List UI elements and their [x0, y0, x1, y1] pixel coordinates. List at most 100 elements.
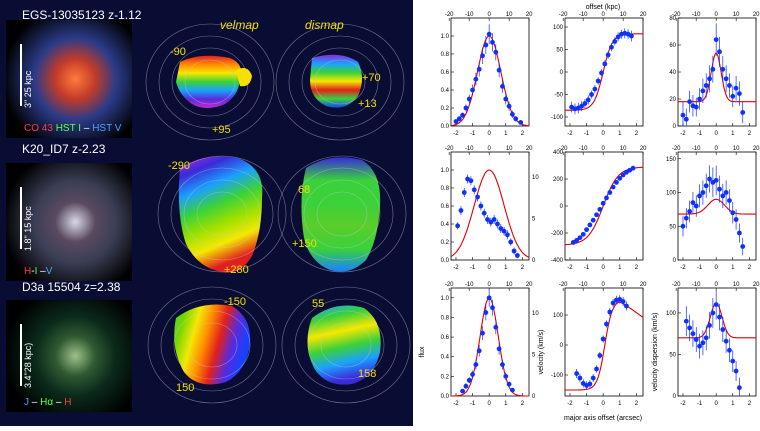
contour-line [196, 191, 248, 237]
data-point [589, 92, 594, 97]
data-point [607, 309, 613, 315]
data-point [490, 39, 495, 45]
x-tick-label: -1 [584, 401, 590, 407]
velocity-map-2 [178, 156, 263, 273]
x-tick-label: -1 [470, 401, 476, 407]
x-tick-label: -1 [584, 265, 590, 271]
data-point [703, 183, 709, 189]
x-tick-label: 2 [748, 131, 752, 137]
data-point [697, 96, 702, 102]
x-tick-label: -1 [697, 131, 703, 137]
data-point [693, 203, 699, 209]
velmap-header: velmap [220, 18, 259, 32]
data-point [710, 310, 716, 316]
kpc-tick-label: 10 [506, 12, 513, 18]
data-point [680, 223, 686, 229]
data-point [480, 330, 485, 336]
x-tick-label: -2 [680, 131, 686, 137]
velocity-value-label: -150 [224, 296, 247, 308]
kpc-tick-label: -20 [672, 146, 681, 152]
data-point [491, 217, 497, 222]
data-point [740, 110, 746, 115]
data-point [510, 387, 515, 393]
x-tick-label: -2 [680, 265, 686, 271]
data-point [717, 49, 722, 55]
contour-line [170, 167, 274, 261]
velocity-map-1 [176, 55, 242, 108]
y-tick-label: 400 [553, 150, 564, 156]
data-point [615, 34, 621, 40]
data-point [470, 372, 475, 377]
y-tick-label: -100 [551, 373, 564, 379]
image-panel: velmap dismap EGS-13035123 z-1.12 3" 25 kpc… [0, 0, 413, 426]
data-point [683, 215, 689, 221]
contour-line [316, 191, 368, 237]
data-point [733, 368, 739, 374]
x-tick-label: 2 [521, 401, 525, 407]
x-tick-label: -2 [453, 401, 459, 407]
data-point [693, 104, 699, 110]
data-point [483, 310, 489, 315]
data-point [463, 383, 469, 389]
data-point [717, 186, 722, 192]
data-point [720, 327, 726, 332]
kpc-tick-label: 0 [487, 146, 491, 152]
dispersion-map-1 [310, 54, 362, 108]
data-point [453, 119, 459, 124]
band-legend-item: V [45, 266, 53, 277]
y-tick-label: 80 [669, 16, 676, 22]
kpc-tick-label: -10 [465, 12, 474, 18]
data-point [574, 371, 580, 376]
x-tick-label: 2 [521, 131, 525, 137]
model-curve [565, 33, 643, 111]
data-point [720, 193, 726, 199]
data-point [508, 239, 514, 245]
band-legend-item: – [53, 397, 65, 408]
y-tick-label: 0.8 [441, 52, 450, 58]
data-point [577, 375, 583, 381]
x-tick-label: -2 [567, 131, 573, 137]
y-tick-label: 1.0 [441, 296, 450, 302]
data-point [700, 88, 706, 94]
data-point [585, 97, 591, 103]
band-legend: J – Hα – H [24, 397, 72, 408]
data-point [610, 300, 616, 306]
x-tick-label: 2 [521, 265, 525, 271]
data-point [577, 235, 583, 241]
y-tick-label: 0.4 [441, 355, 450, 361]
kpc-tick-label: 20 [753, 146, 760, 152]
data-point [475, 194, 480, 200]
galaxy-thumbnail [6, 20, 132, 138]
maps-svg [145, 23, 411, 404]
kpc-tick-label: 10 [506, 282, 513, 288]
band-legend-item: HST I [55, 123, 82, 134]
kpc-tick-label: 0 [487, 12, 491, 18]
contour-line [307, 310, 385, 380]
data-point [707, 322, 712, 328]
data-point [700, 190, 706, 195]
y-tick-label: 200 [553, 177, 564, 183]
x-tick-label: -2 [453, 265, 459, 271]
data-point [727, 198, 732, 204]
y-tick-label: 50 [556, 48, 563, 54]
y-tick-label: 1.0 [441, 168, 450, 174]
plot-frame [450, 287, 530, 397]
dispersion-value-label: +150 [292, 238, 317, 250]
data-point [707, 176, 712, 182]
y-tick-label: 100 [666, 311, 677, 317]
data-point [496, 67, 502, 73]
data-point [727, 83, 732, 88]
band-legend-item: H [24, 266, 32, 277]
data-point [697, 193, 702, 199]
data-point [703, 335, 709, 341]
scale-label: 3.4"28 kpc) [23, 342, 33, 388]
contour-line [314, 59, 366, 105]
x-tick-label: -2 [680, 401, 686, 407]
contour-line [301, 47, 379, 117]
data-point [595, 78, 601, 84]
data-point [490, 305, 495, 311]
dispersion-value-label: 68 [298, 184, 311, 196]
y-tick-label: 0.8 [441, 186, 450, 192]
data-point [480, 53, 485, 59]
x-tick-label: 1 [504, 131, 508, 137]
